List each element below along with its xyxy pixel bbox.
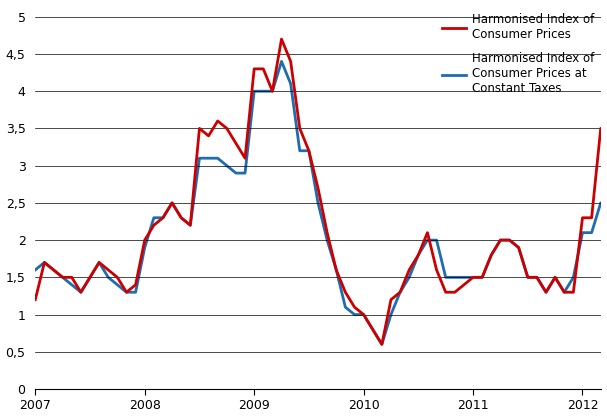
Legend: Harmonised Index of
Consumer Prices, Harmonised Index of
Consumer Prices at
Cons: Harmonised Index of Consumer Prices, Har… <box>438 8 599 100</box>
